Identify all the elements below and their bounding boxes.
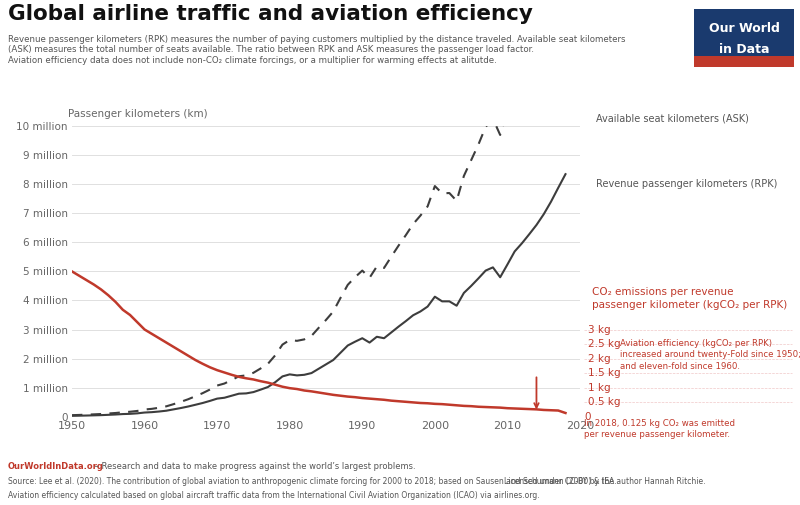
Text: Revenue passenger kilometers (RPK): Revenue passenger kilometers (RPK) [596,179,778,189]
Text: 2.5 kg: 2.5 kg [588,339,621,349]
Text: (ASK) measures the total number of seats available. The ratio between RPK and AS: (ASK) measures the total number of seats… [8,45,534,55]
Text: CO₂ emissions per revenue
passenger kilometer (kgCO₂ per RPK): CO₂ emissions per revenue passenger kilo… [592,287,787,310]
Text: Source: Lee et al. (2020). The contribution of global aviation to anthropogenic : Source: Lee et al. (2020). The contribut… [8,477,617,486]
Text: 3 kg: 3 kg [588,325,610,334]
Text: Available seat kilometers (ASK): Available seat kilometers (ASK) [596,114,749,124]
Text: 0: 0 [584,412,590,422]
Text: in Data: in Data [719,43,770,56]
Text: Licensed under CC-BY by the author Hannah Ritchie.: Licensed under CC-BY by the author Hanna… [504,477,706,486]
Text: Global airline traffic and aviation efficiency: Global airline traffic and aviation effi… [8,4,533,24]
Text: 1.5 kg: 1.5 kg [588,368,621,378]
Text: 0.5 kg: 0.5 kg [588,397,621,407]
Text: Aviation efficiency data does not include non-CO₂ climate forcings, or a multipl: Aviation efficiency data does not includ… [8,56,497,65]
Text: Aviation efficiency (kgCO₂ per RPK)
increased around twenty-Fold since 1950;
and: Aviation efficiency (kgCO₂ per RPK) incr… [620,339,800,371]
Text: – Research and data to make progress against the world’s largest problems.: – Research and data to make progress aga… [92,462,416,471]
Text: OurWorldInData.org: OurWorldInData.org [8,462,104,471]
Text: Revenue passenger kilometers (RPK) measures the number of paying customers multi: Revenue passenger kilometers (RPK) measu… [8,35,626,44]
Text: Our World: Our World [709,22,780,35]
Text: Aviation efficiency calculated based on global aircraft traffic data from the In: Aviation efficiency calculated based on … [8,491,540,500]
Text: 2 kg: 2 kg [588,354,610,364]
Text: In 2018, 0.125 kg CO₂ was emitted
per revenue passenger kilometer.: In 2018, 0.125 kg CO₂ was emitted per re… [584,419,735,439]
Text: 1 kg: 1 kg [588,383,610,392]
Text: Passenger kilometers (km): Passenger kilometers (km) [68,109,208,119]
